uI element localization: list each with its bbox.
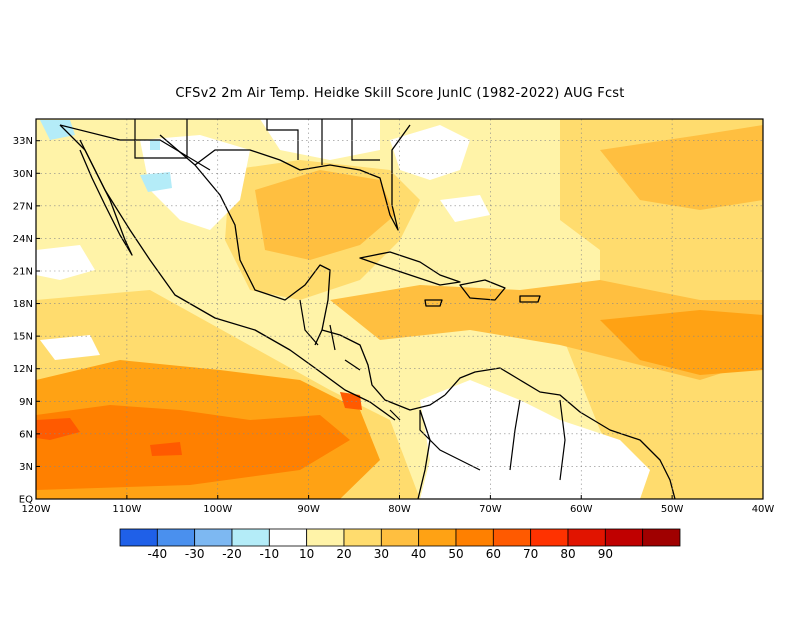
coastline-gulf: [159, 134, 331, 346]
field-zone-pacific-hot-3: [150, 442, 182, 456]
coastline-hispaniola: [459, 279, 506, 301]
y-tick-label: 18N: [13, 299, 33, 310]
coastlines: [59, 124, 676, 499]
colorbar-label: 60: [486, 547, 501, 561]
x-axis: 120W 110W 100W 90W 80W 70W 60W 50W 40W: [22, 495, 775, 515]
coastline-baja: [79, 139, 133, 256]
field-zone-atlantic-orange: [600, 310, 763, 375]
colorbar-swatch: [380, 528, 420, 547]
x-tick-label: 40W: [752, 504, 775, 515]
field-zone-texas-blue: [150, 140, 160, 150]
colorbar-label: 20: [336, 547, 351, 561]
x-tick-label: 70W: [479, 504, 502, 515]
colorbar-label: -20: [222, 547, 242, 561]
x-tick-label: 60W: [570, 504, 593, 515]
coastline-central-america: [321, 329, 446, 411]
colorbar-label: 10: [299, 547, 314, 561]
colorbar-label: -40: [148, 547, 168, 561]
colorbar-swatch: [418, 528, 457, 547]
page-title: CFSv2 2m Air Temp. Heidke Skill Score Ju…: [175, 86, 625, 101]
coastline-jamaica: [424, 299, 443, 307]
colorbar-swatch: [268, 528, 308, 547]
colorbar-swatch: [119, 528, 158, 547]
colorbar-label: 40: [411, 547, 426, 561]
x-tick-label: 80W: [388, 504, 411, 515]
colorbar-swatch: [231, 528, 270, 547]
y-tick-label: 33N: [13, 136, 33, 147]
field-zone-baja-blue: [140, 172, 172, 192]
x-tick-label: 90W: [297, 504, 320, 515]
y-tick-label: 3N: [19, 462, 33, 473]
y-tick-label: 24N: [13, 234, 33, 245]
y-tick-label: 12N: [13, 364, 33, 375]
colorbar: -40 -30 -20 -10 10 20 30 40 50 60 70 80 90: [119, 528, 681, 561]
coastline-puerto-rico: [519, 295, 541, 303]
colorbar-label: 90: [598, 547, 613, 561]
colorbar-swatch: [194, 528, 233, 547]
y-tick-label: EQ: [19, 495, 33, 506]
coastline-cuba: [359, 251, 461, 286]
x-tick-label: 100W: [203, 504, 232, 515]
coastline-us-gulf: [194, 124, 411, 231]
colorbar-label: 50: [448, 547, 463, 561]
field-zone-mexico-white: [140, 135, 250, 230]
colorbar-swatch: [604, 528, 644, 547]
grid-lines: [36, 119, 763, 499]
skill-field: [36, 119, 763, 499]
field-zone-us-white: [260, 119, 380, 160]
colorbar-swatch: [343, 528, 382, 547]
colorbar-label: 70: [523, 547, 538, 561]
y-tick-label: 21N: [13, 267, 33, 278]
colorbar-label: -10: [260, 547, 280, 561]
colorbar-label: 80: [560, 547, 575, 561]
y-tick-label: 9N: [19, 397, 33, 408]
y-axis: EQ 3N 6N 9N 12N 15N 18N 21N 24N 27N 30N 33N: [13, 136, 40, 506]
y-tick-label: 27N: [13, 201, 33, 212]
y-tick-label: 30N: [13, 169, 33, 180]
field-zone-atlantic-north: [600, 125, 763, 210]
border-central-america: [299, 299, 566, 481]
colorbar-swatch: [306, 528, 345, 547]
colorbar-swatch: [492, 528, 532, 547]
y-tick-label: 6N: [19, 429, 33, 440]
colorbar-swatch: [530, 528, 569, 547]
field-zone-pacific-inner: [36, 405, 350, 490]
field-zone-atlantic-white: [440, 195, 490, 222]
x-tick-label: 110W: [112, 504, 141, 515]
y-tick-label: 15N: [13, 332, 33, 343]
colorbar-swatch: [156, 528, 196, 547]
x-tick-label: 50W: [661, 504, 684, 515]
colorbar-swatch: [455, 528, 494, 547]
x-tick-label: 120W: [22, 504, 51, 515]
field-zone-gulf-core: [255, 170, 395, 260]
colorbar-swatch: [567, 528, 606, 547]
colorbar-label: 30: [374, 547, 389, 561]
border-us-states: [134, 119, 380, 165]
colorbar-label: -30: [185, 547, 205, 561]
borders: [59, 119, 566, 481]
field-zone-florida-white: [390, 125, 470, 180]
colorbar-swatch: [642, 528, 681, 547]
coastline-south-america-north: [444, 367, 676, 499]
field-zone-pacific-hot-1: [36, 418, 80, 440]
coastline-south-america-west: [417, 409, 431, 499]
field-zone-pacific-white-2: [40, 335, 100, 360]
border-us-mexico: [59, 124, 211, 171]
field-zone-nw-blue: [40, 120, 75, 140]
